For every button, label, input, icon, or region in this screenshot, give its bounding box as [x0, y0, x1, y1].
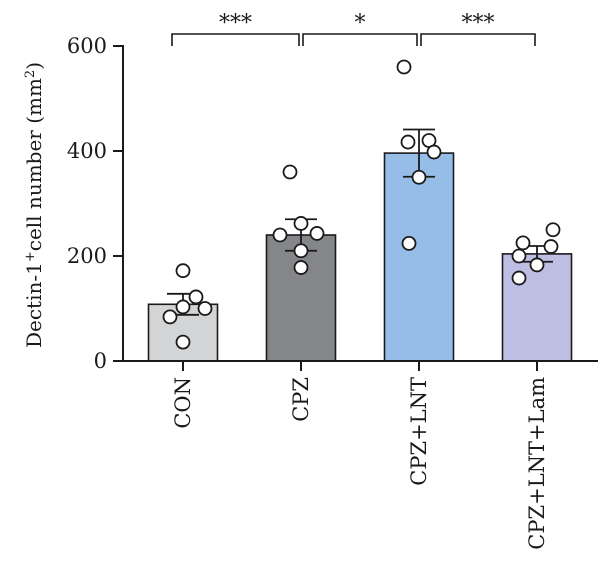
data-point [426, 144, 442, 160]
bar-4 [501, 253, 573, 362]
data-point [175, 299, 191, 315]
data-point [293, 260, 309, 275]
y-axis-title: Dectin-1+cell number (mm2) [22, 62, 46, 348]
data-point [282, 164, 298, 180]
data-point [175, 334, 191, 350]
data-point [545, 222, 561, 238]
significance-bracket: *** [171, 11, 300, 46]
significance-bracket: *** [420, 11, 536, 46]
significance-label: * [355, 11, 366, 36]
bracket-line [420, 33, 536, 46]
significance-label: *** [219, 11, 252, 36]
data-point [293, 216, 309, 231]
data-point [529, 257, 545, 273]
y-axis-title-main: Dectin-1 [22, 262, 46, 348]
data-point [309, 226, 325, 241]
data-point [511, 248, 527, 264]
data-point [543, 239, 559, 254]
x-category-label: CPZ+LNT+Lam [525, 377, 549, 550]
data-point [515, 235, 531, 251]
x-category-label: CPZ [289, 377, 313, 422]
x-category-label: CON [171, 377, 195, 429]
data-point [401, 235, 417, 251]
y-tick-label: 200 [67, 244, 107, 268]
data-point [162, 309, 178, 325]
data-point [175, 263, 191, 279]
bracket-line [171, 33, 300, 46]
significance-label: *** [462, 11, 495, 36]
data-point [293, 243, 309, 259]
y-axis-title-superscript-plus: + [23, 251, 38, 262]
y-tick-label: 400 [67, 139, 107, 163]
data-point [411, 169, 427, 185]
data-point [188, 289, 204, 305]
x-category-label: CPZ+LNT [407, 377, 431, 486]
y-tick-label: 0 [94, 349, 107, 373]
y-axis-title-end: ) [22, 62, 46, 70]
bracket-line [302, 33, 418, 46]
data-point [272, 227, 288, 243]
data-point [197, 301, 213, 316]
y-tick-label: 600 [67, 34, 107, 58]
y-axis-title-middle: cell number (mm [22, 78, 46, 251]
data-point [511, 270, 527, 286]
significance-bracket: * [302, 11, 418, 46]
data-point [400, 134, 416, 150]
data-point [396, 59, 412, 75]
y-axis-title-superscript-two: 2 [23, 70, 38, 78]
